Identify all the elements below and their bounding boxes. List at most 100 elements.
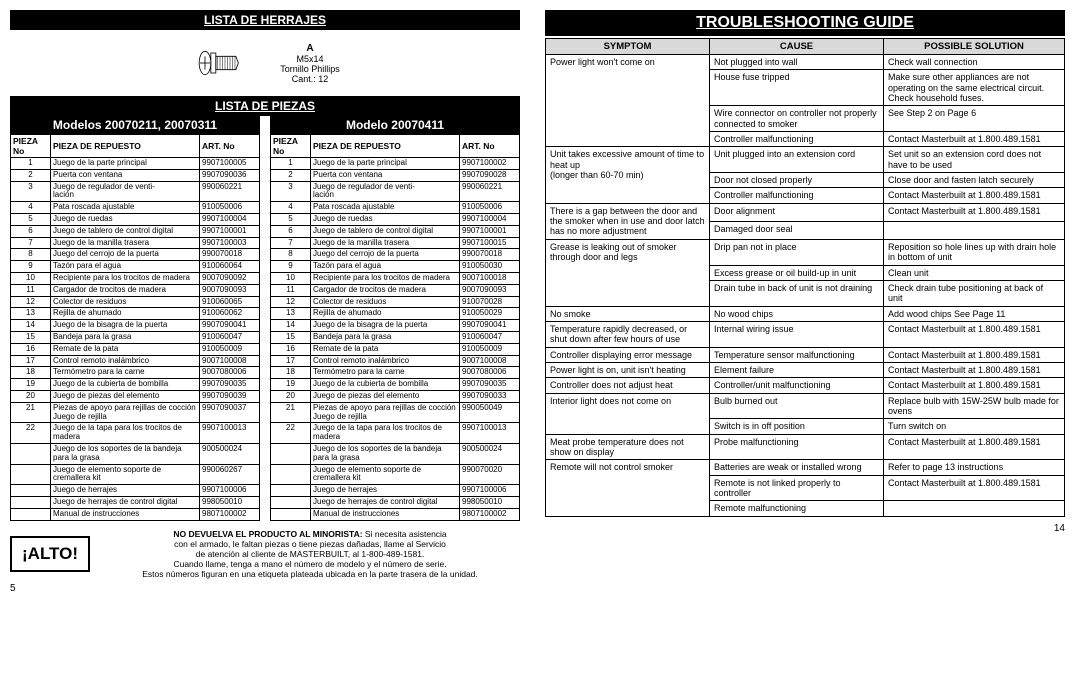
- table-cell: Juego de herrajes: [51, 485, 200, 497]
- solution-cell: Reposition so hole lines up with drain h…: [884, 239, 1065, 265]
- symptom-cell: Remote will not control smoker: [546, 460, 710, 516]
- table-cell: 22: [271, 423, 311, 444]
- table-cell: 14: [11, 320, 51, 332]
- table-cell: Piezas de apoyo para rejillas de cocción…: [51, 402, 200, 423]
- table-cell: 900500024: [460, 443, 520, 464]
- table-cell: Juego del cerrojo de la puerta: [51, 249, 200, 261]
- cause-cell: Drain tube in back of unit is not draini…: [710, 280, 884, 306]
- cause-cell: Drip pan not in place: [710, 239, 884, 265]
- solution-cell: Contact Masterbuilt at 1.800.489.1581: [884, 362, 1065, 377]
- table-cell: 11: [271, 284, 311, 296]
- table-cell: 910060064: [200, 261, 260, 273]
- table-cell: 910070028: [460, 296, 520, 308]
- table-cell: Juego de herrajes: [311, 485, 460, 497]
- table-row: 21Piezas de apoyo para rejillas de cocci…: [271, 402, 520, 423]
- table-cell: Juego de ruedas: [311, 213, 460, 225]
- table-cell: 9907090041: [460, 320, 520, 332]
- stop-bold: NO DEVUELVA EL PRODUCTO AL MINORISTA:: [173, 529, 362, 539]
- table-cell: 9007100018: [460, 272, 520, 284]
- table-cell: 910050006: [200, 202, 260, 214]
- table-row: Juego de elemento soporte de cremallera …: [11, 464, 260, 485]
- table-cell: 990060267: [200, 464, 260, 485]
- table-cell: 9907100013: [200, 423, 260, 444]
- table-cell: Juego de la manilla trasera: [51, 237, 200, 249]
- table-cell: Juego de los soportes de la bandeja para…: [311, 443, 460, 464]
- table-cell: 16: [271, 343, 311, 355]
- table-cell: 9007100008: [200, 355, 260, 367]
- screw-icon: [190, 38, 240, 88]
- table-cell: [271, 485, 311, 497]
- table-cell: Control remoto inalámbrico: [51, 355, 200, 367]
- table-cell: Juego de la parte principal: [311, 158, 460, 170]
- table-cell: 9907090037: [200, 402, 260, 423]
- table-row: 21Piezas de apoyo para rejillas de cocci…: [11, 402, 260, 423]
- table-cell: Juego de la tapa para los trocitos de ma…: [311, 423, 460, 444]
- table-row: Interior light does not come onBulb burn…: [546, 393, 1065, 419]
- table-row: 7Juego de la manilla trasera9907100015: [271, 237, 520, 249]
- table-row: 1Juego de la parte principal9907100002: [271, 158, 520, 170]
- table-cell: Recipiente para los trocitos de madera: [311, 272, 460, 284]
- table-row: Grease is leaking out of smoker through …: [546, 239, 1065, 265]
- cause-cell: Element failure: [710, 362, 884, 377]
- cause-cell: Wire connector on controller not properl…: [710, 106, 884, 132]
- table-cell: 9907100005: [200, 158, 260, 170]
- table-row: 22Juego de la tapa para los trocitos de …: [271, 423, 520, 444]
- parts-panel-2: Modelo 20070411 PIEZA No PIEZA DE REPUES…: [270, 116, 520, 521]
- solution-cell: Refer to page 13 instructions: [884, 460, 1065, 475]
- symptom-cell: Controller displaying error message: [546, 347, 710, 362]
- solution-cell: Check drain tube positioning at back of …: [884, 280, 1065, 306]
- table-row: There is a gap between the door and the …: [546, 203, 1065, 221]
- table-cell: Juego de piezas del elemento: [51, 390, 200, 402]
- table-cell: Juego de elemento soporte de cremallera …: [51, 464, 200, 485]
- table-cell: 6: [271, 225, 311, 237]
- table-cell: Pata roscada ajustable: [51, 202, 200, 214]
- table-row: 1Juego de la parte principal9907100005: [11, 158, 260, 170]
- table-row: Juego de los soportes de la bandeja para…: [11, 443, 260, 464]
- table-cell: 990070018: [460, 249, 520, 261]
- table-cell: 17: [11, 355, 51, 367]
- table-cell: 9907100004: [460, 213, 520, 225]
- th-pieza: PIEZA No: [271, 135, 311, 158]
- hardware-size: M5x14: [280, 54, 340, 64]
- table-cell: Cargador de trocitos de madera: [311, 284, 460, 296]
- table-row: Controller displaying error messageTempe…: [546, 347, 1065, 362]
- table-cell: 13: [11, 308, 51, 320]
- table-cell: Manual de instrucciones: [311, 508, 460, 520]
- table-cell: 9007100008: [460, 355, 520, 367]
- table-cell: Juego de elemento soporte de cremallera …: [311, 464, 460, 485]
- parts-panel-1: Modelos 20070211, 20070311 PIEZA No PIEZ…: [10, 116, 260, 521]
- table-cell: 910060065: [200, 296, 260, 308]
- hardware-desc: Tornillo Phillips: [280, 64, 340, 74]
- table-cell: 8: [11, 249, 51, 261]
- table-cell: 5: [271, 213, 311, 225]
- table-cell: 9907100002: [460, 158, 520, 170]
- table-row: 10Recipiente para los trocitos de madera…: [11, 272, 260, 284]
- table-cell: Colector de residuos: [51, 296, 200, 308]
- table-row: 15Bandeja para la grasa910060047: [11, 331, 260, 343]
- table-cell: Juego de regulador de venti-lación: [311, 181, 460, 202]
- table-cell: [271, 496, 311, 508]
- panel2-title: Modelo 20070411: [270, 116, 520, 134]
- hardware-a: A: [280, 43, 340, 54]
- table-cell: 9907090028: [460, 169, 520, 181]
- table-cell: 18: [271, 367, 311, 379]
- cause-cell: Controller malfunctioning: [710, 188, 884, 203]
- th-artno: ART. No: [200, 135, 260, 158]
- solution-cell: Check wall connection: [884, 55, 1065, 70]
- table-cell: 9: [11, 261, 51, 273]
- cause-cell: Remote is not linked properly to control…: [710, 475, 884, 501]
- symptom-cell: Interior light does not come on: [546, 393, 710, 434]
- table-cell: Termómetro para la carne: [311, 367, 460, 379]
- table-cell: 9007080006: [460, 367, 520, 379]
- table-cell: 910050030: [460, 261, 520, 273]
- table-cell: Juego de herrajes de control digital: [51, 496, 200, 508]
- table-row: 5Juego de ruedas9907100004: [271, 213, 520, 225]
- table-row: Manual de instrucciones9807100002: [271, 508, 520, 520]
- table-cell: 18: [11, 367, 51, 379]
- table-cell: Tazón para el agua: [51, 261, 200, 273]
- table-row: 16Remate de la pata910050009: [271, 343, 520, 355]
- cause-cell: Not plugged into wall: [710, 55, 884, 70]
- table-cell: Pata roscada ajustable: [311, 202, 460, 214]
- table-cell: 21: [11, 402, 51, 423]
- table-cell: 12: [271, 296, 311, 308]
